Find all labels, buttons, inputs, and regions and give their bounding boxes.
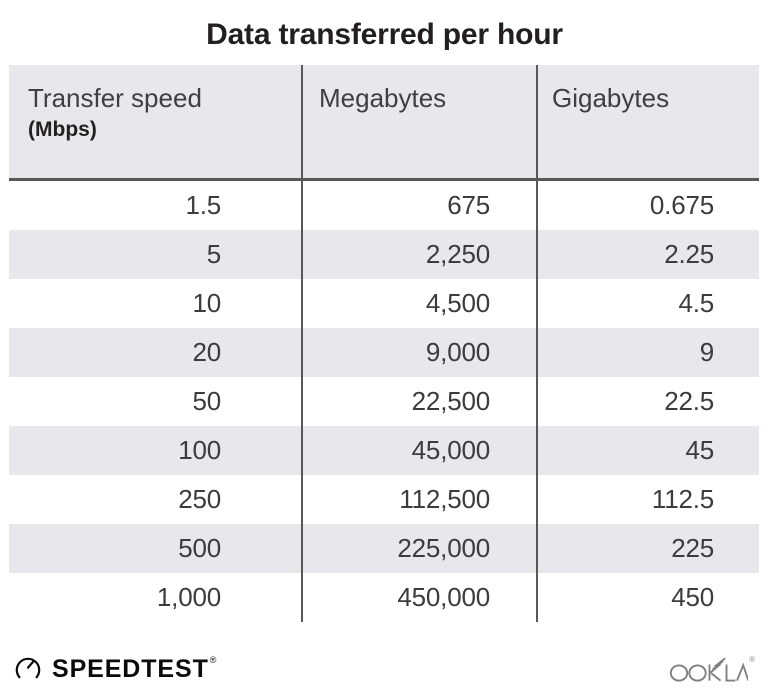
table-header: Transfer speed (Mbps) Megabytes Gigabyte… [9,65,759,181]
cell-gigabytes: 2.25 [536,230,759,279]
data-table: Transfer speed (Mbps) Megabytes Gigabyte… [9,65,759,622]
cell-gigabytes: 45 [536,426,759,475]
cell-transfer-speed: 100 [9,426,302,475]
gauge-icon [13,652,43,687]
column-header-megabytes-label: Megabytes [319,83,447,113]
ookla-logo: ® [668,653,755,685]
table-body: 1.5 675 0.675 5 2,250 2.25 10 4,500 4.5 … [9,179,759,622]
ookla-trademark: ® [749,655,755,664]
footer: SPEEDTEST ® ® [0,640,769,698]
cell-megabytes: 112,500 [301,475,537,524]
speedtest-wordmark: SPEEDTEST [52,654,209,683]
cell-megabytes: 22,500 [301,377,537,426]
column-header-transfer-speed: Transfer speed (Mbps) [9,65,302,181]
table-row: 20 9,000 9 [9,328,759,377]
cell-megabytes: 450,000 [301,573,537,622]
cell-transfer-speed: 1,000 [156,582,221,612]
cell-gigabytes: 9 [536,328,759,377]
column-header-gigabytes: Gigabytes [536,65,759,181]
cell-megabytes: 225,000 [301,524,537,573]
cell-gigabytes: 0.675 [536,179,759,230]
column-header-transfer-speed-label: Transfer speed [28,83,202,113]
table-row: 1.5 675 0.675 [9,179,759,230]
table-row: 250 112,500 112.5 [9,475,759,524]
page-title: Data transferred per hour [206,18,563,51]
table-row: 10 4,500 4.5 [9,279,759,328]
cell-megabytes: 2,250 [301,230,537,279]
table-row: 50 22,500 22.5 [9,377,759,426]
table-row: 5 2,250 2.25 [9,230,759,279]
cell-megabytes: 4,500 [301,279,537,328]
cell-transfer-speed: 5 [9,230,302,279]
cell-transfer-speed: 50 [192,386,221,416]
table-row: 100 45,000 45 [9,426,759,475]
cell-gigabytes: 4.5 [536,279,759,328]
cell-transfer-speed: 250 [178,484,221,514]
table-row: 500 225,000 225 [9,524,759,573]
cell-transfer-speed: 20 [9,328,302,377]
cell-megabytes: 45,000 [301,426,537,475]
cell-transfer-speed: 1.5 [185,190,221,220]
column-header-transfer-speed-unit: (Mbps) [28,118,97,141]
cell-gigabytes: 22.5 [536,377,759,426]
cell-megabytes: 9,000 [301,328,537,377]
cell-gigabytes: 112.5 [536,475,759,524]
column-header-gigabytes-label: Gigabytes [552,83,670,113]
cell-megabytes: 675 [301,179,537,230]
column-header-megabytes: Megabytes [301,65,537,181]
cell-transfer-speed: 10 [192,288,221,318]
table-row: 1,000 450,000 450 [9,573,759,622]
cell-transfer-speed: 500 [9,524,302,573]
table-header-row: Transfer speed (Mbps) Megabytes Gigabyte… [9,65,759,181]
ookla-wordmark [668,653,750,688]
speedtest-trademark: ® [209,655,217,665]
speedtest-logo: SPEEDTEST ® [13,652,216,686]
cell-gigabytes: 450 [536,573,759,622]
cell-gigabytes: 225 [536,524,759,573]
